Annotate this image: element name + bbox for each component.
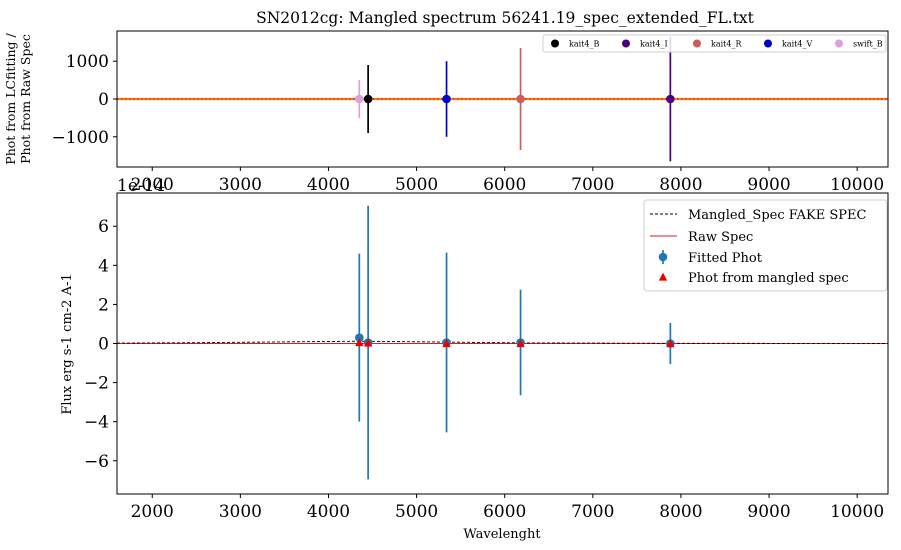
top-x-tick-label: 5000 [395, 175, 438, 195]
bottom-y-tick-label: −2 [84, 374, 109, 394]
top-legend-marker-kait4_I [622, 39, 630, 48]
top-x-tick-label: 8000 [659, 175, 702, 195]
fitted-phot-point [355, 333, 364, 342]
top-x-tick-label: 9000 [747, 175, 790, 195]
point-swift_B [355, 94, 364, 104]
mangled-phot-triangle [363, 338, 373, 347]
bottom-legend-box [643, 199, 888, 292]
bottom-y-tick-label: 6 [98, 217, 109, 237]
bottom-y-tick-label: −6 [84, 452, 109, 472]
top-offset-label: 1e-14 [117, 176, 165, 196]
bottom-legend-label-3: Phot from mangled spec [688, 271, 849, 286]
top-legend-label-kait4_R: kait4_R [711, 40, 742, 49]
bottom-legend-label-1: Raw Spec [688, 230, 753, 245]
top-y-tick-label: 1000 [66, 52, 109, 72]
bottom-y-tick-label: 2 [98, 295, 109, 315]
top-legend-marker-kait4_R [693, 39, 701, 48]
bottom-x-axis-label: Wavelenght [463, 527, 541, 542]
bottom-x-tick-label: 9000 [747, 502, 790, 522]
mangled-spec-line [116, 340, 889, 344]
bottom-y-tick-label: 0 [98, 335, 109, 355]
top-legend-label-kait4_I: kait4_I [640, 40, 668, 49]
bottom-panel: 2000 3000 4000 5000 6000 7000 8000 9000 10000 −6… [60, 192, 889, 542]
top-legend-label-kait4_B: kait4_B [569, 40, 599, 49]
mangled-phot-triangle [666, 339, 675, 348]
top-x-tick-label: 4000 [307, 175, 350, 195]
top-y-axis-label-line2: Phot from Raw Spec [18, 34, 33, 164]
bottom-x-tick-label: 2000 [131, 502, 174, 522]
point-kait4_V [442, 94, 451, 104]
top-panel-title: SN2012cg: Mangled spectrum 56241.19_spec… [256, 9, 755, 27]
bottom-legend-label-0: Mangled_Spec FAKE SPEC [688, 208, 867, 223]
mangled-phot-triangle [516, 339, 525, 348]
mangled-phot-triangle [442, 339, 451, 348]
top-x-tick-label: 2000 [131, 175, 174, 195]
top-x-tick-label: 6000 [483, 175, 526, 195]
bottom-y-tick-label: 4 [98, 256, 109, 276]
top-x-tick-label: 10000 [830, 175, 884, 195]
bottom-x-tick-label: 10000 [830, 502, 884, 522]
top-legend-marker-kait4_B [551, 39, 559, 48]
bottom-x-tick-label: 8000 [659, 502, 702, 522]
top-x-tick-label: 3000 [219, 175, 262, 195]
bottom-x-tick-label: 7000 [571, 502, 614, 522]
top-legend-label-swift_B: swift_B [853, 40, 883, 49]
bottom-y-axis-label: Flux erg s-1 cm-2 A-1 [60, 273, 75, 414]
bottom-legend-key-2 [658, 252, 668, 262]
point-kait4_B [363, 94, 373, 104]
top-legend-marker-kait4_V [764, 39, 772, 48]
point-kait4_R [516, 94, 525, 104]
bottom-x-tick-label: 6000 [483, 502, 526, 522]
bottom-x-tick-label: 3000 [219, 502, 262, 522]
bottom-x-tick-label: 5000 [395, 502, 438, 522]
top-legend: kait4_B kait4_I kait4_R kait4_V swift_B [542, 34, 887, 53]
top-panel: SN2012cg: Mangled spectrum 56241.19_spec… [3, 9, 889, 196]
bottom-x-tick-label: 4000 [307, 502, 350, 522]
top-y-tick-label: 0 [98, 90, 109, 110]
top-legend-box [542, 34, 887, 53]
top-y-axis-label-line1: Phot from LCfitting / [3, 33, 18, 165]
top-y-tick-label: −1000 [51, 128, 109, 148]
bottom-legend: Mangled_Spec FAKE SPEC Raw Spec Fitted Pho… [643, 199, 888, 292]
bottom-legend-key-3 [658, 272, 668, 281]
top-legend-marker-swift_B [835, 39, 843, 48]
bottom-legend-label-2: Fitted Phot [688, 251, 763, 266]
mangled-phot-triangle [355, 338, 364, 347]
top-x-tick-label: 7000 [571, 175, 614, 195]
bottom-y-tick-label: −4 [84, 413, 109, 433]
top-legend-label-kait4_V: kait4_V [782, 40, 812, 49]
point-kait4_I [666, 94, 675, 104]
